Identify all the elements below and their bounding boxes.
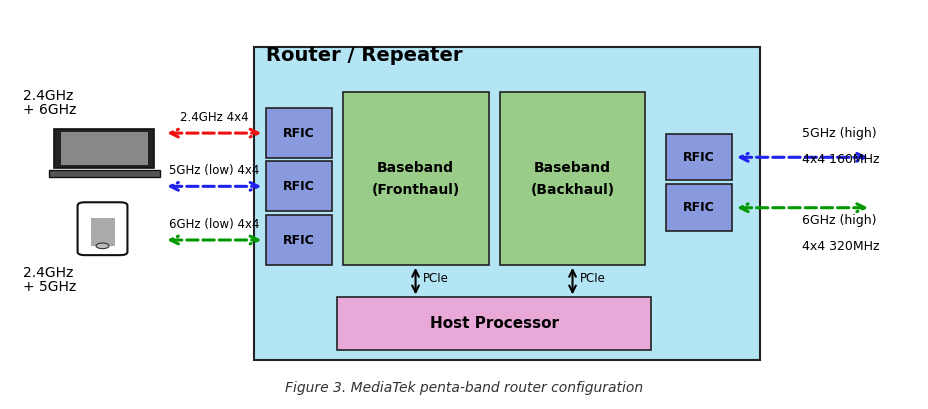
FancyBboxPatch shape (78, 202, 127, 255)
Text: Host Processor: Host Processor (429, 316, 558, 331)
Text: + 6GHz: + 6GHz (23, 103, 76, 117)
Text: 2.4GHz 4x4: 2.4GHz 4x4 (180, 111, 249, 124)
Text: + 5GHz: + 5GHz (23, 280, 76, 294)
Text: RFIC: RFIC (682, 151, 715, 164)
Text: RFIC: RFIC (682, 201, 715, 214)
Bar (337, 297, 651, 350)
Text: Router / Repeater: Router / Repeater (265, 46, 462, 65)
Bar (265, 215, 332, 265)
Text: Figure 3. MediaTek penta-band router configuration: Figure 3. MediaTek penta-band router con… (285, 381, 643, 395)
Bar (253, 47, 759, 360)
Bar (665, 184, 731, 231)
Bar (55, 130, 154, 168)
Bar (49, 170, 160, 178)
Text: 5GHz (low) 4x4: 5GHz (low) 4x4 (169, 164, 259, 177)
Bar (61, 132, 148, 165)
Text: PCIe: PCIe (422, 272, 448, 285)
Bar (342, 92, 488, 265)
Text: PCIe: PCIe (579, 272, 605, 285)
Circle shape (96, 243, 109, 249)
Text: 5GHz (high): 5GHz (high) (802, 127, 876, 140)
Text: (Backhaul): (Backhaul) (530, 183, 614, 198)
Text: 4x4 160MHz: 4x4 160MHz (802, 153, 879, 166)
Bar (265, 108, 332, 158)
Text: Baseband: Baseband (534, 161, 611, 175)
Text: 6GHz (high): 6GHz (high) (802, 213, 876, 227)
Bar (665, 134, 731, 180)
Text: 4x4 320MHz: 4x4 320MHz (802, 240, 879, 253)
Text: 2.4GHz: 2.4GHz (23, 89, 73, 103)
Text: 6GHz (low) 4x4: 6GHz (low) 4x4 (169, 218, 259, 231)
Text: RFIC: RFIC (283, 234, 315, 247)
Text: (Fronthaul): (Fronthaul) (371, 183, 459, 198)
Bar (499, 92, 645, 265)
Text: RFIC: RFIC (283, 127, 315, 139)
Text: Baseband: Baseband (377, 161, 454, 175)
Bar (265, 161, 332, 211)
Text: RFIC: RFIC (283, 180, 315, 193)
Text: 2.4GHz: 2.4GHz (23, 266, 73, 280)
Bar (90, 218, 114, 246)
